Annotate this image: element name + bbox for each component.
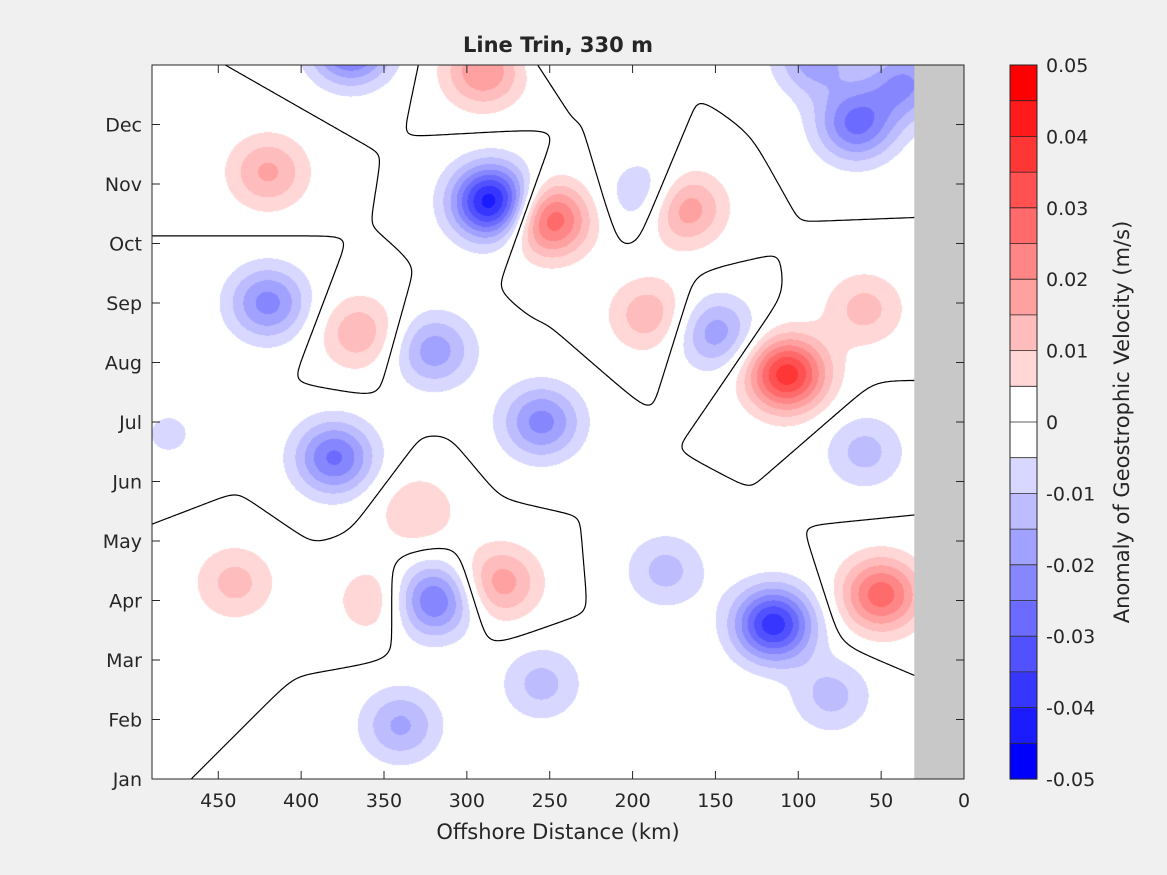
x-tick-label: 100 — [780, 790, 816, 812]
colorbar-band — [1010, 422, 1037, 459]
colorbar-tick-label: -0.03 — [1046, 626, 1095, 648]
x-tick-label: 150 — [697, 790, 733, 812]
y-tick-label-jan: Jan — [112, 769, 142, 791]
colorbar-band — [1010, 493, 1037, 530]
x-tick-label: 200 — [614, 790, 650, 812]
no-data-region — [914, 65, 964, 779]
colorbar-band — [1010, 707, 1037, 744]
colorbar: 0.05 0.04 0.03 0.02 0.01 0 -0.01 -0.02 -0.03 -0.0… — [1009, 55, 1134, 791]
colorbar-ticks: 0.05 0.04 0.03 0.02 0.01 0 -0.01 -0.02 -0.03 -0.0… — [1046, 55, 1095, 791]
colorbar-bands — [1010, 65, 1037, 780]
x-tick-label: 350 — [366, 790, 402, 812]
y-axis: Jan Feb Mar Apr May Jun Jul Aug Sep Oct Nov Dec — [103, 115, 964, 791]
colorbar-band — [1010, 100, 1037, 137]
colorbar-tick-label: -0.04 — [1046, 698, 1095, 720]
x-axis: 450 400 350 300 250 200 150 100 50 0 — [200, 65, 970, 812]
colorbar-band — [1010, 243, 1037, 280]
colorbar-band — [1010, 172, 1037, 209]
colorbar-tick-label: 0.05 — [1046, 55, 1088, 77]
colorbar-band — [1010, 636, 1037, 673]
x-tick-label: 50 — [869, 790, 893, 812]
y-tick-label-apr: Apr — [109, 591, 142, 613]
colorbar-tick-label: -0.05 — [1046, 769, 1095, 791]
colorbar-band — [1010, 350, 1037, 387]
colorbar-tick-label: 0.02 — [1046, 269, 1088, 291]
colorbar-tick-label: 0 — [1046, 412, 1058, 434]
colorbar-band — [1010, 743, 1037, 780]
colorbar-band — [1010, 207, 1037, 245]
x-tick-label: 400 — [283, 790, 319, 812]
colorbar-band — [1010, 314, 1037, 352]
colorbar-tick-label: 0.01 — [1046, 341, 1088, 363]
x-tick-label: 250 — [532, 790, 568, 812]
y-tick-label-mar: Mar — [106, 650, 142, 672]
colorbar-band — [1010, 279, 1037, 316]
x-tick-label: 0 — [958, 790, 970, 812]
x-tick-label: 450 — [200, 790, 236, 812]
colorbar-band — [1010, 529, 1037, 566]
colorbar-band — [1010, 600, 1037, 637]
colorbar-tick-label: 0.04 — [1046, 126, 1088, 148]
x-axis-label: Offshore Distance (km) — [436, 820, 679, 844]
colorbar-band — [1010, 65, 1037, 102]
colorbar-band — [1010, 564, 1037, 602]
y-tick-label-aug: Aug — [105, 353, 142, 375]
colorbar-tick-label: -0.02 — [1046, 555, 1095, 577]
colorbar-tick-label: 0.03 — [1046, 198, 1088, 220]
chart-title: Line Trin, 330 m — [463, 33, 653, 57]
plot-area: 450 400 350 300 250 200 150 100 50 0 Jan Feb Mar Apr… — [103, 64, 970, 812]
y-tick-label-feb: Feb — [108, 710, 142, 732]
colorbar-band — [1010, 136, 1037, 173]
colorbar-band — [1010, 671, 1037, 709]
y-tick-label-may: May — [103, 531, 142, 553]
velocity-anomaly-field — [152, 65, 964, 779]
y-tick-label-jun: Jun — [111, 472, 142, 494]
x-tick-label: 300 — [449, 790, 485, 812]
colorbar-frame — [1009, 64, 1038, 780]
y-tick-label-nov: Nov — [105, 174, 142, 196]
y-tick-label-dec: Dec — [105, 115, 142, 137]
colorbar-tick-label: -0.01 — [1046, 483, 1095, 505]
colorbar-band — [1010, 457, 1037, 494]
colorbar-band — [1010, 386, 1037, 423]
y-tick-label-jul: Jul — [118, 412, 142, 434]
colorbar-label: Anomaly of Geostrophic Velocity (m/s) — [1110, 221, 1134, 624]
y-tick-label-oct: Oct — [109, 234, 142, 256]
y-tick-label-sep: Sep — [106, 293, 142, 315]
